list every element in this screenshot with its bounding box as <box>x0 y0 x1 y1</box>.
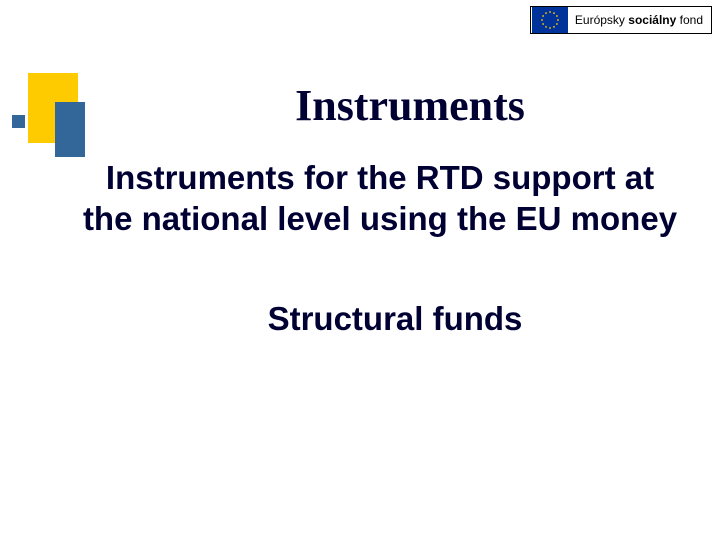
eu-flag-icon <box>532 7 568 33</box>
decor-blue-rect <box>55 102 85 157</box>
logo-text-part2: fond <box>676 13 703 27</box>
slide-title: Instruments <box>140 80 680 131</box>
slide-subheading: Structural funds <box>110 300 680 338</box>
slide-content: Instruments Instruments for the RTD supp… <box>100 80 680 338</box>
logo-text-part1: Európsky <box>575 13 628 27</box>
logo-text-bold: sociálny <box>628 13 676 27</box>
esf-logo: Európsky sociálny fond <box>530 6 712 34</box>
slide-decoration <box>28 73 88 168</box>
esf-logo-text: Európsky sociálny fond <box>569 13 711 27</box>
slide-subtitle: Instruments for the RTD support at the n… <box>80 157 680 240</box>
decor-bullet-square <box>12 115 25 128</box>
